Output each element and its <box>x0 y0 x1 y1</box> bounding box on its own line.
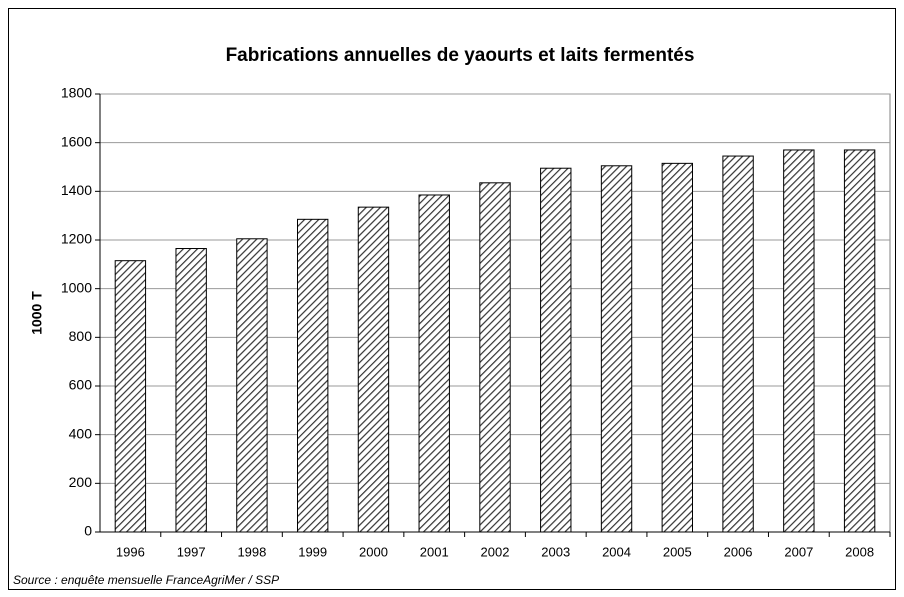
y-tick-label: 800 <box>69 328 93 344</box>
y-tick-label: 1400 <box>61 182 92 198</box>
x-tick-label: 1997 <box>177 544 206 559</box>
x-tick-label: 1998 <box>237 544 266 559</box>
x-tick-label: 2006 <box>724 544 753 559</box>
y-tick-label: 0 <box>84 523 92 539</box>
x-tick-label: 2008 <box>845 544 874 559</box>
x-tick-label: 2005 <box>663 544 692 559</box>
y-tick-label: 1800 <box>61 85 92 101</box>
source-note: Source : enquête mensuelle FranceAgriMer… <box>13 573 279 587</box>
x-tick-label: 2003 <box>541 544 570 559</box>
bar <box>114 260 147 533</box>
y-tick-label: 400 <box>69 425 93 441</box>
x-tick-label: 2004 <box>602 544 631 559</box>
bar <box>722 155 754 533</box>
y-tick-label: 600 <box>69 377 93 393</box>
bar <box>783 149 815 533</box>
x-tick-label: 2007 <box>784 544 813 559</box>
y-tick-label: 200 <box>69 474 93 490</box>
bar <box>418 194 450 533</box>
x-tick-label: 1999 <box>298 544 327 559</box>
y-tick-label: 1000 <box>61 279 92 295</box>
bar <box>540 167 572 533</box>
x-tick-label: 1996 <box>116 544 145 559</box>
y-tick-label: 1200 <box>61 231 92 247</box>
x-tick-label: 2000 <box>359 544 388 559</box>
bar <box>357 206 390 533</box>
bar <box>661 162 693 533</box>
bar <box>843 149 876 533</box>
bar <box>297 218 329 533</box>
bar <box>479 182 511 533</box>
bar <box>175 248 207 533</box>
y-axis-label: 1000 T <box>29 291 45 335</box>
x-tick-label: 2001 <box>420 544 449 559</box>
bar <box>600 165 633 533</box>
bar <box>236 238 268 533</box>
x-tick-label: 2002 <box>481 544 510 559</box>
chart-title: Fabrications annuelles de yaourts et lai… <box>226 45 695 66</box>
y-tick-label: 1600 <box>61 133 92 149</box>
